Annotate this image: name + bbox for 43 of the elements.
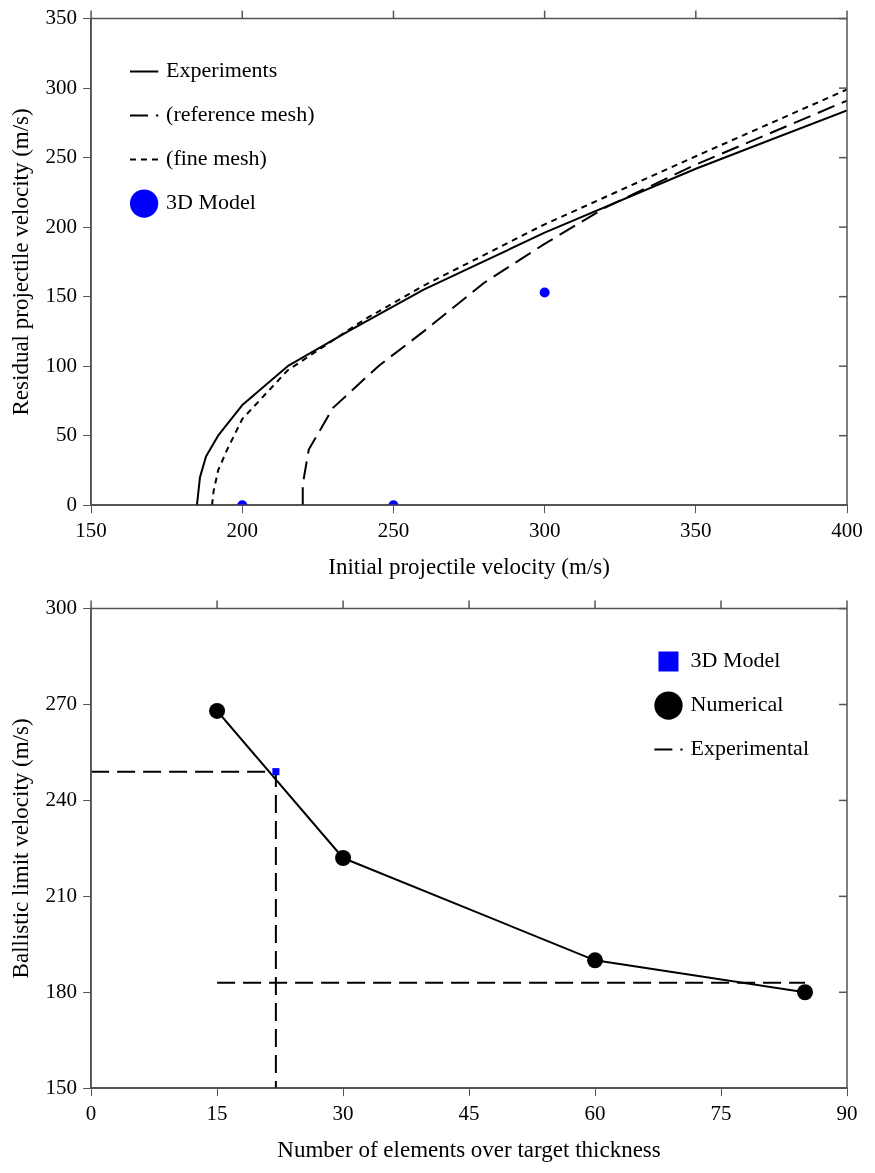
y-tick-label: 0 xyxy=(66,491,78,516)
y-tick-label: 240 xyxy=(45,786,78,811)
y-tick-label: 350 xyxy=(45,5,78,30)
x-tick-label: 30 xyxy=(332,1101,354,1126)
x-tick-label: 300 xyxy=(528,518,561,543)
point xyxy=(587,952,604,969)
x-axis-title: Number of elements over target thickness xyxy=(277,1137,661,1163)
point xyxy=(209,702,226,719)
legend-label: Experiments xyxy=(166,57,278,83)
x-tick-label: 0 xyxy=(85,1101,97,1126)
x-tick-label: 75 xyxy=(710,1101,732,1126)
y-tick-label: 150 xyxy=(45,1074,78,1099)
y-tick-label: 150 xyxy=(45,283,78,308)
x-axis-title: Initial projectile velocity (m/s) xyxy=(328,554,610,580)
x-tick-label: 200 xyxy=(226,518,259,543)
y-tick-label: 300 xyxy=(45,595,78,620)
y-tick-label: 100 xyxy=(45,352,78,377)
y-tick-label: 180 xyxy=(45,978,78,1003)
y-tick-label: 300 xyxy=(45,74,78,99)
point xyxy=(272,768,280,776)
x-tick-label: 250 xyxy=(377,518,410,543)
point xyxy=(335,849,352,866)
legend-label: (fine mesh) xyxy=(166,145,267,171)
legend-label: 3D Model xyxy=(690,647,781,673)
y-axis-title: Residual projectile velocity (m/s) xyxy=(7,108,33,416)
y-tick-label: 250 xyxy=(45,144,78,169)
legend-label: Experimental xyxy=(690,735,810,761)
legend-label: 3D Model xyxy=(166,189,256,215)
x-tick-label: 400 xyxy=(831,518,863,543)
x-tick-label: 45 xyxy=(458,1101,480,1126)
x-tick-label: 90 xyxy=(836,1101,858,1126)
y-tick-label: 270 xyxy=(45,691,78,716)
y-tick-label: 210 xyxy=(45,882,78,907)
legend-label: Numerical xyxy=(690,691,784,717)
x-tick-label: 60 xyxy=(584,1101,606,1126)
y-tick-label: 200 xyxy=(45,213,78,238)
point xyxy=(797,984,814,1001)
x-tick-label: 350 xyxy=(680,518,712,543)
x-tick-label: 15 xyxy=(206,1101,228,1126)
y-axis-title: Ballistic limit velocity (m/s) xyxy=(7,718,33,979)
y-tick-label: 50 xyxy=(56,422,78,447)
x-tick-label: 150 xyxy=(75,518,107,543)
legend-label: (reference mesh) xyxy=(166,101,315,127)
